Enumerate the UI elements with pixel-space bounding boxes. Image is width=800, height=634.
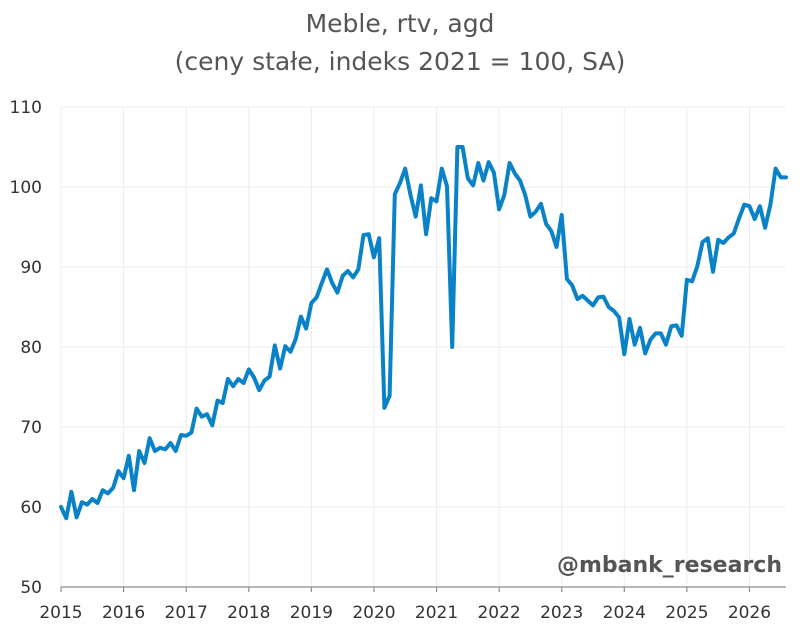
x-tick-label: 2025 — [665, 603, 708, 623]
x-tick-label: 2026 — [728, 603, 771, 623]
x-tick-label: 2016 — [102, 603, 145, 623]
y-tick-label: 80 — [20, 338, 42, 358]
x-tick-label: 2019 — [290, 603, 333, 623]
series-group — [59, 145, 788, 521]
x-tick-label: 2018 — [227, 603, 270, 623]
series-line — [59, 145, 788, 521]
x-tick-label: 2015 — [39, 603, 82, 623]
gridlines — [60, 106, 786, 592]
chart-title: Meble, rtv, agd — [306, 9, 495, 38]
x-tick-label: 2021 — [415, 603, 458, 623]
chart-subtitle: (ceny stałe, indeks 2021 = 100, SA) — [175, 47, 626, 76]
x-tick-label: 2022 — [477, 603, 520, 623]
y-tick-label: 50 — [20, 578, 42, 598]
y-tick-label: 90 — [20, 258, 42, 278]
y-tick-label: 110 — [10, 98, 42, 118]
watermark-text: @mbank_research — [557, 553, 782, 578]
y-tick-label: 60 — [20, 498, 42, 518]
x-tick-label: 2020 — [352, 603, 395, 623]
x-tick-label: 2023 — [540, 603, 583, 623]
y-axis-tick-labels: 50 60 70 80 90 100 110 — [10, 98, 42, 598]
x-tick-label: 2017 — [165, 603, 208, 623]
x-axis-tick-labels: 2015 2016 2017 2018 2019 2020 2021 2022 2023 2024… — [39, 603, 771, 623]
y-tick-label: 100 — [10, 178, 42, 198]
x-tick-label: 2024 — [603, 603, 646, 623]
y-tick-label: 70 — [20, 418, 42, 438]
